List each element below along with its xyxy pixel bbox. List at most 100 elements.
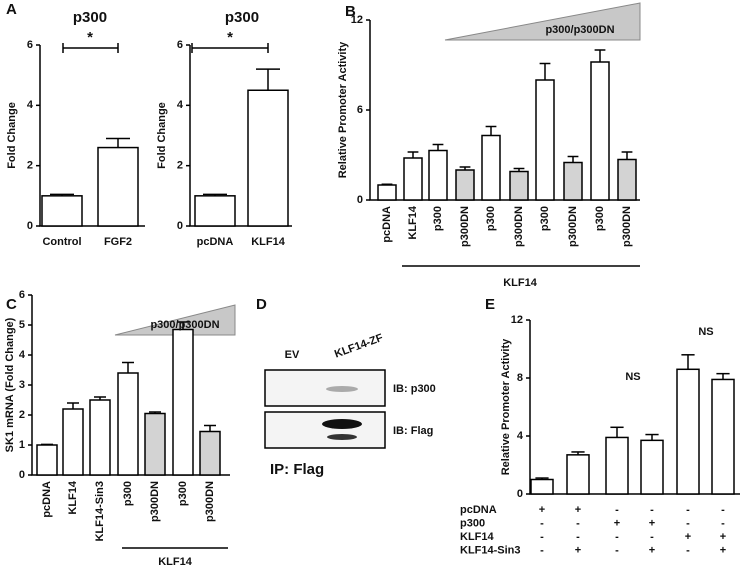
band (327, 434, 357, 440)
x-tick-label: pcDNA (381, 206, 393, 243)
panel-label: E (485, 296, 495, 313)
bar (563, 161, 583, 201)
row-sign: + (685, 531, 691, 543)
x-tick-label: FGF2 (104, 236, 132, 248)
bar (605, 436, 629, 495)
row-sign: + (720, 544, 726, 556)
gradient-triangle (444, 2, 641, 41)
y-tick-label: 4 (177, 99, 184, 111)
row-sign: - (615, 504, 619, 516)
bar (144, 412, 166, 476)
y-tick-label: 3 (19, 379, 25, 391)
bar (41, 195, 83, 227)
bar (377, 184, 397, 201)
row-sign: + (720, 531, 726, 543)
row-sign: - (615, 531, 619, 543)
row-sign: + (614, 517, 620, 529)
y-tick-label: 0 (27, 220, 33, 232)
y-tick-label: 4 (517, 430, 524, 442)
annotation: NS (698, 326, 713, 338)
bar (617, 158, 637, 201)
bar (509, 170, 529, 201)
row-sign: - (576, 517, 580, 529)
band-label: IB: Flag (393, 425, 433, 437)
bar (535, 79, 555, 201)
y-tick-label: 12 (511, 314, 523, 326)
bar (172, 328, 194, 476)
y-tick-label: 4 (27, 99, 34, 111)
bar (247, 89, 289, 227)
bar (117, 372, 139, 476)
row-sign: - (650, 504, 654, 516)
row-sign: - (540, 517, 544, 529)
x-tick-label: p300 (539, 206, 551, 231)
bar (676, 368, 700, 495)
bar (590, 61, 610, 201)
row-sign: - (615, 544, 619, 556)
y-tick-label: 0 (177, 220, 183, 232)
y-tick-label: 5 (19, 319, 25, 331)
row-sign: + (575, 504, 581, 516)
blot-strip (264, 411, 386, 449)
row-label: pcDNA (460, 504, 497, 516)
x-tick-label: KLF14-Sin3 (94, 481, 106, 542)
row-sign: + (575, 544, 581, 556)
band (322, 419, 362, 429)
panel-label: B (345, 3, 356, 20)
y-axis-label: Relative Promoter Activity (500, 338, 512, 475)
annotation: NS (625, 371, 640, 383)
y-tick-label: 2 (177, 160, 183, 172)
x-tick-label: Control (42, 236, 81, 248)
y-tick-label: 4 (19, 349, 26, 361)
bar (566, 454, 590, 495)
panel-label: C (6, 296, 17, 313)
bar (97, 146, 139, 227)
row-label: KLF14-Sin3 (460, 544, 521, 556)
y-tick-label: 0 (517, 488, 523, 500)
row-label: KLF14 (460, 531, 495, 543)
row-sign: - (540, 531, 544, 543)
chart-title: p300 (225, 9, 259, 26)
x-tick-label: p300 (485, 206, 497, 231)
y-axis-label: Relative Promoter Activity (337, 41, 349, 178)
y-tick-label: 6 (357, 104, 363, 116)
row-sign: - (721, 504, 725, 516)
bar (455, 169, 475, 201)
group-label: KLF14 (503, 277, 538, 289)
bar (36, 444, 58, 476)
y-axis-label: SK1 mRNA (Fold Change) (4, 317, 16, 452)
row-sign: - (686, 504, 690, 516)
x-tick-label: KLF14 (407, 205, 419, 240)
bar (530, 478, 554, 495)
x-tick-label: p300DN (567, 206, 579, 247)
y-tick-label: 1 (19, 439, 25, 451)
x-tick-label: p300DN (204, 481, 216, 522)
row-sign: - (721, 517, 725, 529)
lane-label: EV (285, 349, 300, 361)
row-sign: - (686, 517, 690, 529)
x-tick-label: p300 (594, 206, 606, 231)
chart-title: p300 (73, 9, 107, 26)
row-sign: + (539, 504, 545, 516)
band (326, 386, 358, 392)
row-sign: + (649, 517, 655, 529)
annotation: p300/p300DN (545, 24, 614, 36)
x-tick-label: p300 (177, 481, 189, 506)
annotation: * (87, 29, 93, 46)
y-tick-label: 6 (27, 39, 33, 51)
row-sign: + (649, 544, 655, 556)
bar (481, 134, 501, 201)
axis (529, 320, 740, 495)
row-sign: - (650, 531, 654, 543)
panel-label: A (6, 1, 17, 18)
x-tick-label: p300DN (621, 206, 633, 247)
bar (403, 157, 423, 201)
y-tick-label: 12 (351, 14, 363, 26)
x-tick-label: KLF14 (67, 480, 79, 515)
group-label: KLF14 (158, 556, 193, 568)
row-sign: - (540, 544, 544, 556)
x-tick-label: p300DN (513, 206, 525, 247)
x-tick-label: p300 (432, 206, 444, 231)
x-tick-label: KLF14 (251, 236, 286, 248)
